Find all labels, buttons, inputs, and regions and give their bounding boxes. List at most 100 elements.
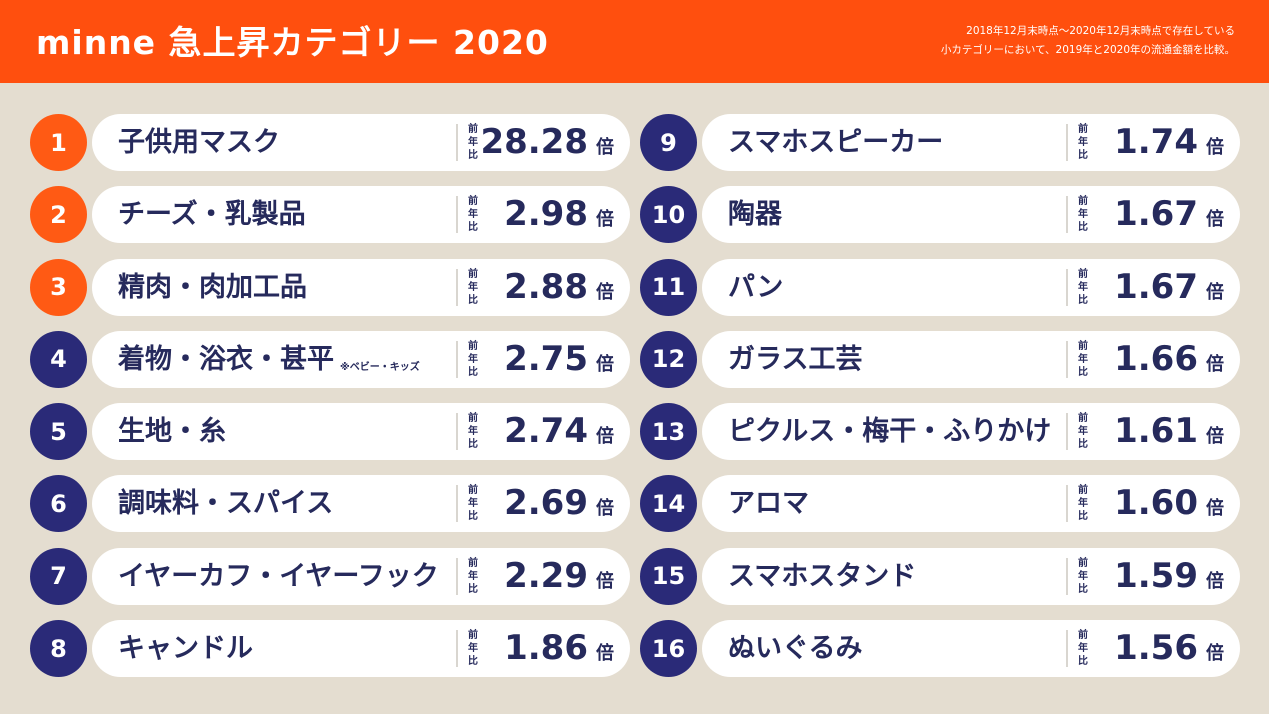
ranking-row: 12 ガラス工芸 前年比 1.66 倍 [640, 330, 1240, 388]
yoy-label: 前年比 [1078, 124, 1088, 161]
category-pill: ピクルス・梅干・ふりかけ 前年比 1.61 倍 [702, 403, 1240, 461]
ranking-row: 7 イヤーカフ・イヤーフック 前年比 2.29 倍 [30, 547, 630, 605]
category-pill: 調味料・スパイス 前年比 2.69 倍 [92, 475, 630, 533]
growth-value: 2.69 [504, 483, 588, 524]
yoy-label: 前年比 [468, 557, 478, 595]
category-name: 陶器 [728, 186, 782, 243]
divider [1066, 413, 1068, 451]
ranking-row: 1 子供用マスク 前年比 28.28 倍 [30, 114, 630, 171]
growth-value: 1.61 [1114, 411, 1198, 452]
divider [456, 268, 458, 306]
divider [1066, 630, 1068, 668]
unit-label: 倍 [1206, 426, 1224, 448]
yoy-label: 前年比 [468, 630, 478, 668]
unit-label: 倍 [596, 426, 614, 448]
divider [456, 124, 458, 161]
header-note-line2: 小カテゴリーにおいて、2019年と2020年の流通金額を比較。 [940, 44, 1235, 56]
rank-badge: 6 [30, 475, 87, 533]
growth-value: 2.98 [504, 194, 588, 235]
ranking-row: 16 ぬいぐるみ 前年比 1.56 倍 [640, 620, 1240, 678]
divider [1066, 268, 1068, 306]
category-label: 着物・浴衣・甚平 [118, 343, 334, 375]
unit-label: 倍 [596, 643, 614, 665]
rank-badge: 9 [640, 114, 697, 171]
divider [456, 340, 458, 378]
ranking-row: 15 スマホスタンド 前年比 1.59 倍 [640, 547, 1240, 605]
header-note: 2018年12月末時点〜2020年12月末時点で存在している 小カテゴリーにおい… [941, 22, 1235, 60]
category-name: イヤーカフ・イヤーフック [118, 548, 439, 605]
category-name: ガラス工芸 [728, 331, 862, 388]
growth-value: 2.88 [504, 266, 588, 307]
category-name: 子供用マスク [118, 114, 280, 171]
category-label: 精肉・肉加工品 [118, 271, 307, 303]
growth-value: 1.60 [1114, 483, 1198, 524]
category-label: スマホスピーカー [728, 127, 944, 158]
unit-label: 倍 [596, 570, 614, 592]
category-pill: ぬいぐるみ 前年比 1.56 倍 [702, 620, 1240, 678]
category-name: 精肉・肉加工品 [118, 259, 307, 316]
category-name: スマホスタンド [728, 548, 916, 605]
unit-label: 倍 [1206, 498, 1224, 520]
yoy-label: 前年比 [1078, 630, 1088, 668]
unit-label: 倍 [1206, 137, 1224, 158]
growth-value: 1.67 [1114, 194, 1198, 235]
growth-value: 2.75 [504, 338, 588, 379]
unit-label: 倍 [596, 498, 614, 520]
rank-badge: 7 [30, 547, 87, 605]
yoy-label: 前年比 [468, 413, 478, 451]
growth-value: 1.74 [1114, 122, 1198, 162]
category-name: パン [728, 259, 783, 316]
category-name: アロマ [728, 475, 809, 532]
ranking-row: 10 陶器 前年比 1.67 倍 [640, 186, 1240, 244]
header-note-line1: 2018年12月末時点〜2020年12月末時点で存在している [966, 25, 1235, 37]
category-pill: イヤーカフ・イヤーフック 前年比 2.29 倍 [92, 547, 630, 605]
ranking-column-left: 1 子供用マスク前年比 28.28 倍 2 チーズ・乳製品前年比 2.98 倍 3 精肉・肉加工品… [30, 114, 630, 692]
yoy-label: 前年比 [1078, 413, 1088, 451]
ranking-row: 13 ピクルス・梅干・ふりかけ 前年比 1.61 倍 [640, 403, 1240, 461]
yoy-label: 前年比 [1078, 485, 1088, 523]
rank-badge: 15 [640, 547, 697, 605]
ranking-row: 5 生地・糸 前年比 2.74 倍 [30, 403, 630, 461]
unit-label: 倍 [596, 353, 614, 375]
unit-label: 倍 [1206, 643, 1224, 665]
rank-badge: 2 [30, 186, 87, 244]
category-label: 調味料・スパイス [118, 488, 334, 520]
divider [456, 630, 458, 668]
unit-label: 倍 [596, 137, 614, 158]
category-label: ピクルス・梅干・ふりかけ [728, 416, 1052, 448]
rank-badge: 1 [30, 114, 87, 171]
yoy-label: 前年比 [1078, 196, 1088, 234]
category-name: ぬいぐるみ [728, 620, 862, 677]
category-name: スマホスピーカー [728, 114, 943, 171]
header-bar: minne 急上昇カテゴリー 2020 2018年12月末時点〜2020年12月… [0, 0, 1269, 83]
growth-value: 1.67 [1114, 266, 1198, 307]
category-pill: 着物・浴衣・甚平 ※ベビー・キッズ 前年比 2.75 倍 [92, 330, 630, 388]
yoy-label: 前年比 [468, 124, 478, 161]
category-name: 生地・糸 [118, 403, 226, 460]
category-pill: パン 前年比 1.67 倍 [702, 258, 1240, 316]
ranking-row: 4 着物・浴衣・甚平 ※ベビー・キッズ 前年比 2.75 倍 [30, 330, 630, 388]
category-pill: スマホスピーカー 前年比 1.74 倍 [702, 114, 1240, 171]
growth-value: 2.74 [504, 411, 588, 452]
category-label: 陶器 [728, 199, 782, 231]
divider [456, 196, 458, 234]
unit-label: 倍 [1206, 353, 1224, 375]
category-label: 生地・糸 [118, 416, 226, 448]
growth-value: 1.56 [1114, 628, 1198, 669]
category-name: 調味料・スパイス [118, 475, 333, 532]
ranking-row: 2 チーズ・乳製品 前年比 2.98 倍 [30, 186, 630, 244]
yoy-label: 前年比 [1078, 268, 1088, 306]
divider [456, 557, 458, 595]
yoy-label: 前年比 [468, 340, 478, 378]
category-pill: 陶器 前年比 1.67 倍 [702, 186, 1240, 244]
yoy-label: 前年比 [1078, 557, 1088, 595]
rank-badge: 3 [30, 258, 87, 316]
category-note: ※ベビー・キッズ [340, 361, 420, 373]
category-pill: チーズ・乳製品 前年比 2.98 倍 [92, 186, 630, 244]
growth-value: 1.86 [504, 628, 588, 669]
category-pill: 生地・糸 前年比 2.74 倍 [92, 403, 630, 461]
unit-label: 倍 [1206, 570, 1224, 592]
page-title: minne 急上昇カテゴリー 2020 [36, 23, 549, 62]
unit-label: 倍 [596, 281, 614, 303]
category-label: 子供用マスク [118, 127, 280, 158]
